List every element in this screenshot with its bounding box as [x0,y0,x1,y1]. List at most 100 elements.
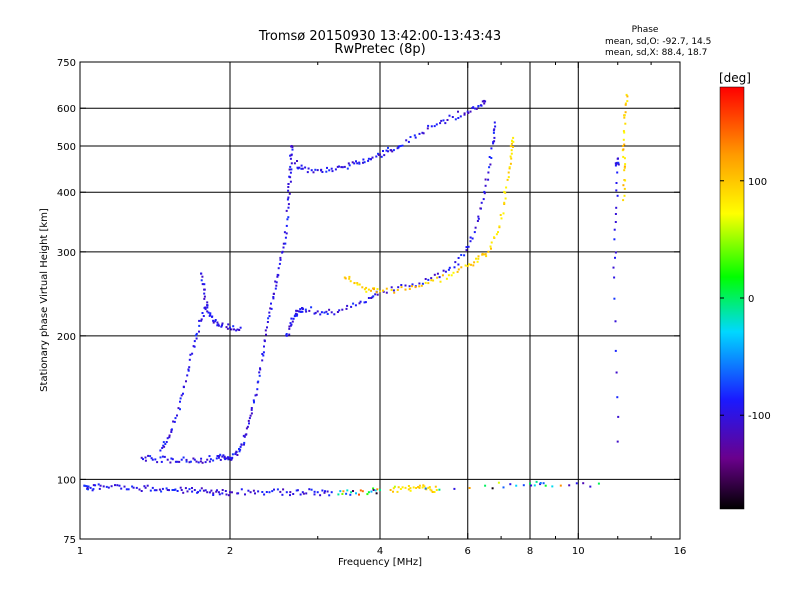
echo-point [240,443,243,446]
echo-point [287,186,290,188]
echo-point [623,194,626,197]
echo-point [301,167,304,170]
echo-point [448,114,451,117]
echo-point [352,490,354,492]
echo-point [225,326,228,329]
echo-point [626,95,629,98]
echo-point [392,490,394,493]
echo-point [296,160,298,162]
echo-point [174,460,177,463]
echo-point [253,401,255,404]
x-tick-label: 4 [377,546,383,557]
echo-point [161,487,164,490]
echo-point [479,207,482,210]
echo-point [404,486,407,489]
echo-point [201,312,204,314]
echo-point [258,371,261,374]
echo-point [483,192,486,195]
echo-point [160,490,163,493]
echo-point [99,484,102,487]
echo-point [168,436,171,439]
echo-point [404,284,407,287]
echo-point [429,488,432,491]
echo-point [263,493,266,496]
echo-point [285,333,288,335]
echo-point [349,280,352,283]
echo-point [310,169,313,172]
echo-point [272,297,275,300]
echo-point [370,289,372,292]
echo-point [490,241,493,244]
echo-point [288,333,291,336]
echo-point [279,490,282,493]
echo-point [484,100,487,103]
echo-point [505,186,508,189]
echo-point [83,484,86,487]
echo-point [204,306,207,309]
echo-point [626,100,629,103]
echo-point [276,275,279,278]
echo-point [362,158,365,161]
y-tick-label: 400 [57,188,76,199]
echo-point [328,494,331,497]
echo-point [481,252,484,255]
echo-point [316,310,319,313]
echo-point [503,203,506,205]
echo-point [413,134,416,137]
echo-point [613,276,616,279]
echo-point [212,492,215,495]
echo-point [444,270,447,273]
colorbar-ticks: 100 0 -100 [720,177,771,422]
echo-point [473,231,476,234]
echo-point [298,166,301,169]
echo-point [391,150,394,153]
echo-point [275,284,278,287]
echo-point [289,324,292,327]
echo-point [471,237,474,240]
echo-point [615,189,618,192]
echo-point [330,311,333,314]
echo-point [231,453,234,456]
echo-point [500,217,503,220]
echo-point [295,489,298,492]
echo-point [266,326,268,329]
echo-point [285,491,288,494]
echo-point [344,277,347,280]
echo-point [89,486,92,489]
echo-point [398,145,401,148]
echo-point [457,110,459,113]
echo-point [236,328,239,331]
echo-point [624,111,627,114]
echo-point [144,456,147,459]
echo-point [510,157,513,160]
echo-point [236,454,239,456]
echo-point [392,487,395,490]
echo-point [330,491,333,494]
echo-point [480,201,483,204]
echo-point [539,483,542,486]
echo-point [325,310,328,313]
echo-point [287,183,290,185]
echo-point [230,458,233,461]
echo-point [296,313,299,316]
echo-point [114,484,116,487]
echo-point [457,257,460,259]
echo-point [166,489,169,491]
echo-point [466,265,469,268]
echo-point [201,275,204,278]
echo-point [454,261,457,264]
echo-point [374,489,377,492]
echo-point [466,110,469,113]
echo-point [221,492,224,495]
echo-point [182,392,184,395]
echo-point [179,397,182,400]
echo-point [293,162,296,165]
echo-point [234,453,237,456]
echo-point [285,334,288,337]
echo-point [379,153,381,156]
echo-point [225,493,228,496]
echo-point [243,443,245,446]
echo-point [452,271,455,274]
echo-point [172,420,175,423]
echo-point [261,353,264,355]
